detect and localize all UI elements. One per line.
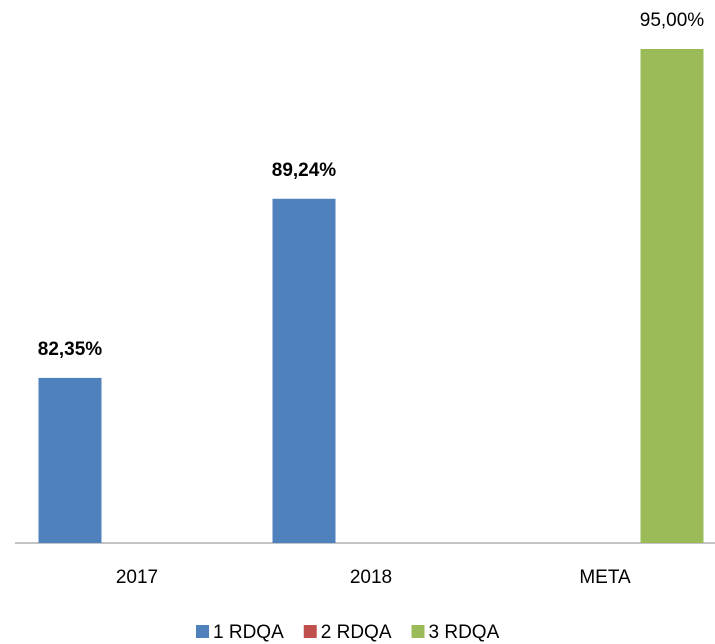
legend-label: 3 RDQA	[429, 622, 500, 643]
bar	[640, 49, 704, 543]
legend-swatch	[196, 625, 209, 638]
bar	[38, 377, 102, 543]
legend-swatch	[411, 625, 425, 638]
x-tick-label: 2018	[350, 567, 392, 588]
legend-label: 2 RDQA	[321, 622, 392, 643]
x-tick-label: 2017	[116, 567, 158, 588]
legend-label: 1 RDQA	[213, 622, 284, 643]
x-tick-label: META	[579, 567, 631, 588]
data-label: 95,00%	[640, 10, 705, 31]
data-label: 89,24%	[272, 160, 337, 181]
data-label: 82,35%	[38, 339, 103, 360]
bar	[272, 198, 336, 543]
legend-swatch	[303, 625, 317, 638]
